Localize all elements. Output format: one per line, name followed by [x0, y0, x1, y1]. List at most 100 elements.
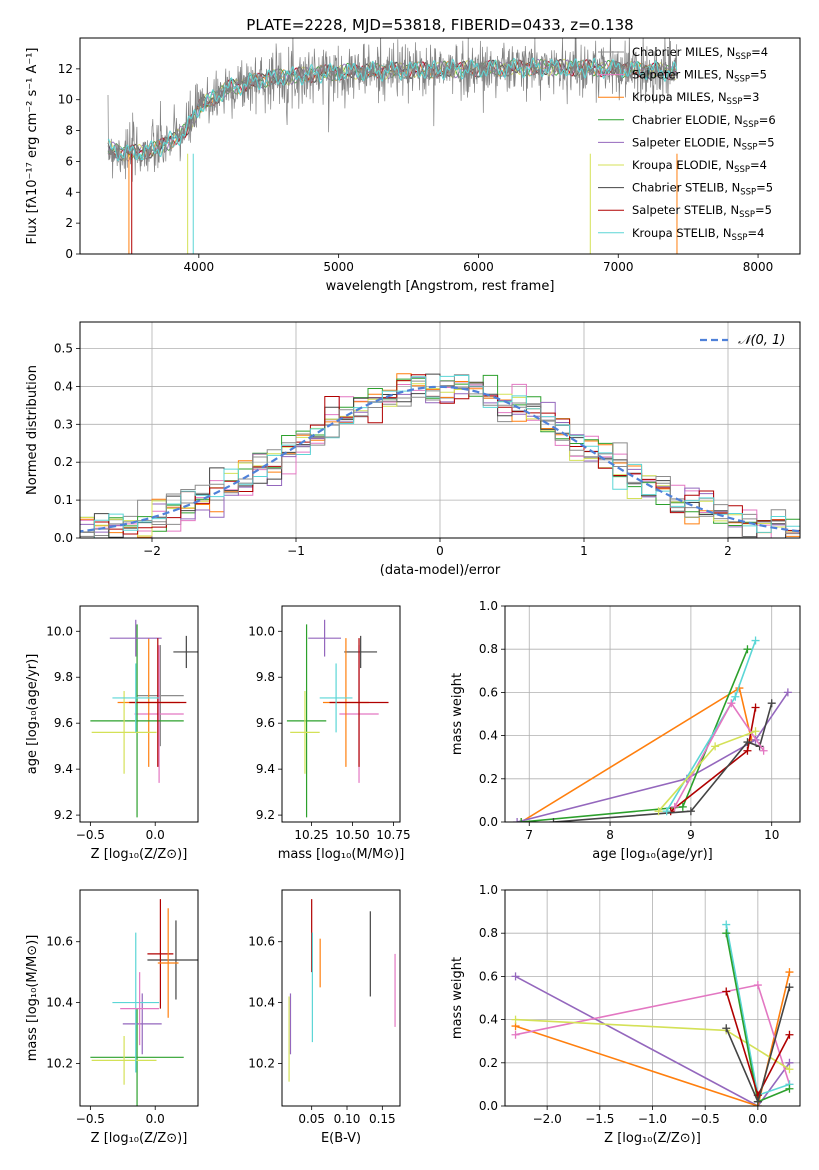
- y-tick-label: 0.0: [479, 815, 498, 829]
- axes-frame: [79, 321, 801, 539]
- weight-point-marker: [678, 802, 687, 811]
- y-tick-label: 10.2: [248, 1056, 275, 1070]
- weight-point-marker: [727, 699, 736, 708]
- y-tick-label: 8: [65, 124, 73, 138]
- x-tick-label: 6000: [463, 260, 494, 274]
- y-tick-label: 9.6: [54, 716, 73, 730]
- x-tick-label: 8: [606, 828, 614, 842]
- legend-label: Salpeter ELODIE, NSSP=5: [632, 135, 775, 152]
- y-tick-label: 1.0: [479, 883, 498, 897]
- weight-point-marker: [743, 645, 752, 654]
- figure-title: PLATE=2228, MJD=53818, FIBERID=0433, z=0…: [246, 16, 633, 34]
- plot-area-age_vs_mass: [286, 619, 389, 818]
- y-tick-label: 0.4: [479, 1013, 498, 1027]
- plot-area-mass_vs_Z: [90, 899, 198, 1106]
- x-tick-label: −2.0: [533, 1112, 562, 1126]
- x-tick-label: −1.0: [638, 1112, 667, 1126]
- weight-point-marker: [654, 807, 663, 816]
- histogram-step: [80, 375, 800, 538]
- legend-label: Salpeter STELIB, NSSP=5: [632, 203, 772, 220]
- weight-point-marker: [670, 802, 679, 811]
- x-axis-label: (data-model)/error: [380, 563, 501, 578]
- weight-series-line: [515, 971, 791, 1106]
- x-tick-label: 0.15: [369, 1112, 396, 1126]
- panel-age_vs_mass: 10.25 10.50 10.75 9.2 9.4 9.6 9.8 10.0 mass [log…: [248, 605, 411, 862]
- y-tick-label: 10.0: [248, 624, 275, 638]
- data-spectrum-line: [107, 38, 678, 182]
- x-tick-label: −0.5: [76, 828, 105, 842]
- weight-point-marker: [662, 807, 671, 816]
- x-tick-label: 1: [580, 544, 588, 558]
- y-tick-label: 10.0: [46, 624, 73, 638]
- y-tick-label: 0.2: [54, 455, 73, 469]
- panel-mass_vs_EBV: 0.05 0.10 0.15 10.2 10.4 10.6 E(B-V): [248, 889, 401, 1146]
- x-tick-label: −1: [287, 544, 305, 558]
- weight-point-marker: [549, 818, 558, 822]
- weight-series-line: [520, 686, 753, 822]
- weight-point-marker: [511, 972, 520, 981]
- weight-point-marker: [511, 1030, 520, 1039]
- histogram-step: [80, 380, 800, 538]
- y-axis-label: mass [log₁₀(M/M⊙)]: [25, 935, 40, 1062]
- x-tick-label: 10.75: [376, 828, 410, 842]
- x-tick-label: 7: [525, 828, 533, 842]
- weight-point-marker: [711, 742, 720, 751]
- y-axis-label: age [log₁₀(age/yr)]: [25, 654, 40, 775]
- x-tick-label: 0.0: [146, 1112, 165, 1126]
- y-tick-label: 9.4: [256, 762, 275, 776]
- weight-point-marker: [722, 1024, 731, 1033]
- y-tick-label: 9.6: [256, 716, 275, 730]
- weight-point-marker: [785, 1030, 794, 1039]
- weight-point-marker: [722, 920, 731, 929]
- legend-label: Kroupa MILES, NSSP=3: [632, 90, 759, 107]
- y-axis-label: Flux [fλ10⁻¹⁷ erg cm⁻² s⁻¹ A⁻¹]: [25, 48, 40, 245]
- weight-point-marker: [753, 981, 762, 990]
- weight-series-line: [515, 975, 791, 1106]
- weight-point-marker: [686, 807, 695, 816]
- y-tick-label: 0.8: [479, 642, 498, 656]
- y-tick-label: 6: [65, 154, 73, 168]
- legend-label: 𝒩(0, 1): [738, 333, 785, 348]
- y-tick-label: 4: [65, 185, 73, 199]
- legend-label: Kroupa ELODIE, NSSP=4: [632, 158, 767, 175]
- legend-label: Chabrier MILES, NSSP=4: [632, 45, 768, 62]
- x-tick-label: 5000: [323, 260, 354, 274]
- legend-label: Kroupa STELIB, NSSP=4: [632, 226, 764, 243]
- y-tick-label: 10.2: [46, 1056, 73, 1070]
- weight-point-marker: [743, 746, 752, 755]
- weight-point-marker: [785, 1065, 794, 1074]
- weight-point-marker: [731, 692, 740, 701]
- weight-point-marker: [763, 796, 772, 805]
- plot-area-weight_vs_Z: [511, 920, 794, 1106]
- x-tick-label: 7000: [603, 260, 634, 274]
- weight-point-marker: [517, 818, 526, 822]
- y-tick-label: 0.1: [54, 493, 73, 507]
- plot-area-residuals: [80, 373, 800, 538]
- y-tick-label: 0.5: [54, 342, 73, 356]
- weight-point-marker: [751, 636, 760, 645]
- weight-point-marker: [759, 746, 768, 755]
- x-tick-label: 0.0: [146, 828, 165, 842]
- y-tick-label: 9.8: [256, 670, 275, 684]
- y-tick-label: 12: [58, 62, 73, 76]
- x-tick-label: 0.0: [748, 1112, 767, 1126]
- y-tick-label: 0.8: [479, 926, 498, 940]
- x-axis-label: E(B-V): [321, 1131, 361, 1146]
- y-tick-label: 10.4: [46, 996, 73, 1010]
- x-tick-label: 8000: [743, 260, 774, 274]
- panel-mass_vs_Z: −0.5 0.0 10.2 10.4 10.6 Z [log₁₀(Z/Z⊙)] mass […: [25, 889, 199, 1146]
- plot-area-mass_vs_EBV: [288, 899, 396, 1082]
- weight-point-marker: [722, 987, 731, 996]
- x-tick-label: 0.05: [298, 1112, 325, 1126]
- x-axis-label: Z [log₁₀(Z/Z⊙)]: [91, 1131, 188, 1146]
- weight-point-marker: [785, 1084, 794, 1093]
- panel-weight_vs_Z: −2.0 −1.5 −1.0 −0.5 0.0 0.0 0.2 0.4 0.6 0.8 1.0 Z […: [450, 883, 801, 1146]
- y-tick-label: 9.8: [54, 670, 73, 684]
- x-axis-label: Z [log₁₀(Z/Z⊙)]: [604, 1131, 701, 1146]
- y-axis-label: mass weight: [450, 673, 465, 755]
- y-tick-label: 0.2: [479, 1056, 498, 1070]
- y-tick-label: 10.4: [248, 996, 275, 1010]
- panel-age_vs_Z: −0.5 0.0 9.2 9.4 9.6 9.8 10.0 Z [log₁₀(Z/Z⊙)] ag…: [25, 605, 199, 862]
- weight-point-marker: [753, 1097, 762, 1106]
